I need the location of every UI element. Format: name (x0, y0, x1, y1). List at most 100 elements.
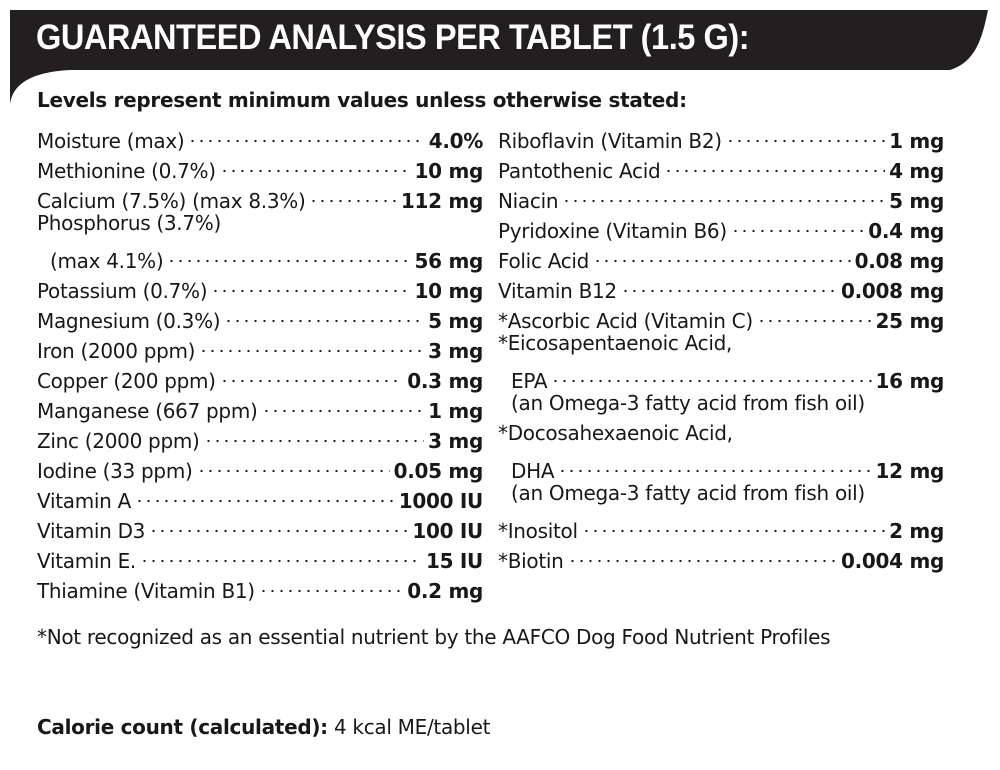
nutrient-value: 15 IU (426, 549, 483, 573)
nutrient-row: EPA 16 mg (498, 358, 944, 393)
nutrient-label: (an Omega-3 fatty acid from fish oil) (511, 391, 865, 415)
nutrient-row: (an Omega-3 fatty acid from fish oil) (498, 388, 944, 418)
nutrient-label: *Ascorbic Acid (Vitamin C) (498, 309, 753, 333)
nutrient-value: 10 mg (414, 159, 484, 183)
nutrient-row: Vitamin B12 0.008 mg (498, 268, 944, 303)
nutrient-label: *Docosahexaenoic Acid, (498, 421, 733, 445)
dot-leader (756, 298, 872, 328)
nutrient-row: Pyridoxine (Vitamin B6) 0.4 mg (498, 208, 944, 243)
nutrient-label: Calcium (7.5%) (max 8.3%) (37, 189, 306, 213)
nutrient-value: 4.0% (428, 129, 484, 153)
nutrient-row: Methionine (0.7%) 10 mg (37, 148, 483, 183)
nutrient-value: 1 mg (428, 399, 483, 423)
nutrient-row: Vitamin E. 15 IU (37, 538, 483, 573)
header-band-shape (10, 10, 988, 105)
nutrient-row: Manganese (667 ppm) 1 mg (37, 388, 483, 423)
nutrient-row: *Eicosapentaenoic Acid, (498, 328, 944, 358)
subtitle: Levels represent minimum values unless o… (37, 88, 687, 112)
nutrient-label: DHA (511, 459, 555, 483)
dot-leader (558, 448, 872, 478)
nutrient-label: Vitamin E. (37, 549, 136, 573)
nutrient-row: Potassium (0.7%) 10 mg (37, 268, 483, 303)
nutrient-label: Potassium (0.7%) (37, 279, 208, 303)
nutrient-label: *Eicosapentaenoic Acid, (498, 331, 733, 355)
dot-leader (224, 298, 425, 328)
dot-leader (219, 148, 411, 178)
dot-leader (149, 508, 409, 538)
nutrient-value: 5 mg (889, 189, 944, 213)
dot-leader (567, 538, 838, 568)
nutrient-row: DHA 12 mg (498, 448, 944, 483)
nutrient-row: *Biotin 0.004 mg (498, 538, 944, 573)
calorie-value: 4 kcal ME/tablet (333, 715, 491, 739)
nutrient-label: *Biotin (498, 549, 564, 573)
nutrient-label: Niacin (498, 189, 559, 213)
dot-leader (134, 478, 395, 508)
nutrient-label: Copper (200 ppm) (37, 369, 216, 393)
footnote: *Not recognized as an essential nutrient… (37, 625, 831, 649)
nutrient-value: 5 mg (428, 309, 483, 333)
nutrient-label: Vitamin B12 (498, 279, 617, 303)
nutrient-value: 1000 IU (398, 489, 484, 513)
calorie-label: Calorie count (calculated): (37, 715, 328, 739)
nutrient-row: Iodine (33 ppm) 0.05 mg (37, 448, 483, 483)
calorie-count: Calorie count (calculated): 4 kcal ME/ta… (37, 712, 490, 742)
nutrient-value: 10 mg (414, 279, 484, 303)
dot-leader (664, 148, 886, 178)
nutrient-value: 3 mg (428, 339, 483, 363)
dot-leader (219, 358, 404, 388)
nutrient-label: (max 4.1%) (50, 249, 164, 273)
dot-leader (730, 208, 865, 238)
dot-leader (551, 358, 872, 388)
nutrient-list-right: Riboflavin (Vitamin B2) 1 mg Pantothenic A… (498, 118, 944, 573)
nutrient-row: Calcium (7.5%) (max 8.3%) 112 mg (37, 178, 483, 213)
dot-leader (620, 268, 838, 298)
nutrient-row: Vitamin A 1000 IU (37, 478, 483, 513)
nutrient-label: Phosphorus (3.7%) (37, 211, 221, 235)
nutrient-value: 0.004 mg (841, 549, 944, 573)
nutrient-value: 100 IU (412, 519, 483, 543)
header-banner (10, 10, 988, 105)
nutrient-value: 112 mg (400, 189, 483, 213)
nutrient-row: Zinc (2000 ppm) 3 mg (37, 418, 483, 453)
nutrient-row: Magnesium (0.3%) 5 mg (37, 298, 483, 333)
nutrient-label: (an Omega-3 fatty acid from fish oil) (511, 481, 865, 505)
nutrient-label: Methionine (0.7%) (37, 159, 216, 183)
nutrient-value: 3 mg (428, 429, 483, 453)
nutrient-label: Magnesium (0.3%) (37, 309, 221, 333)
nutrient-label: Vitamin D3 (37, 519, 146, 543)
nutrient-row: *Docosahexaenoic Acid, (498, 418, 944, 448)
nutrient-value: 16 mg (875, 369, 945, 393)
nutrient-value: 12 mg (875, 459, 945, 483)
nutrient-label: Moisture (max) (37, 129, 185, 153)
nutrient-row: (max 4.1%) 56 mg (37, 238, 483, 273)
nutrient-label: EPA (511, 369, 548, 393)
nutrient-row: Phosphorus (3.7%) (37, 208, 483, 238)
page-title: GUARANTEED ANALYSIS PER TABLET (1.5 G): (36, 18, 750, 57)
nutrient-value: 2 mg (889, 519, 944, 543)
dot-leader (167, 238, 411, 268)
dot-leader (261, 388, 425, 418)
nutrient-row: Iron (2000 ppm) 3 mg (37, 328, 483, 363)
nutrient-row: Copper (200 ppm) 0.3 mg (37, 358, 483, 393)
nutrient-value: 0.08 mg (854, 249, 945, 273)
nutrient-row: Folic Acid 0.08 mg (498, 238, 944, 273)
nutrient-label: Thiamine (Vitamin B1) (37, 579, 255, 603)
dot-leader (725, 118, 886, 148)
dot-leader (258, 568, 404, 598)
nutrient-label: Folic Acid (498, 249, 590, 273)
nutrient-row: Thiamine (Vitamin B1) 0.2 mg (37, 568, 483, 603)
nutrient-value: 0.2 mg (407, 579, 483, 603)
dot-leader (139, 538, 423, 568)
nutrient-row: (an Omega-3 fatty acid from fish oil) (498, 478, 944, 508)
nutrient-row: *Inositol 2 mg (498, 508, 944, 543)
nutrient-value: 0.4 mg (868, 219, 944, 243)
nutrient-label: Iron (2000 ppm) (37, 339, 196, 363)
dot-leader (199, 328, 425, 358)
nutrient-row: Riboflavin (Vitamin B2) 1 mg (498, 118, 944, 153)
nutrient-row: Niacin 5 mg (498, 178, 944, 213)
nutrient-label: Vitamin A (37, 489, 131, 513)
dot-leader (593, 238, 851, 268)
dot-leader (188, 118, 425, 148)
nutrient-value: 0.05 mg (393, 459, 484, 483)
